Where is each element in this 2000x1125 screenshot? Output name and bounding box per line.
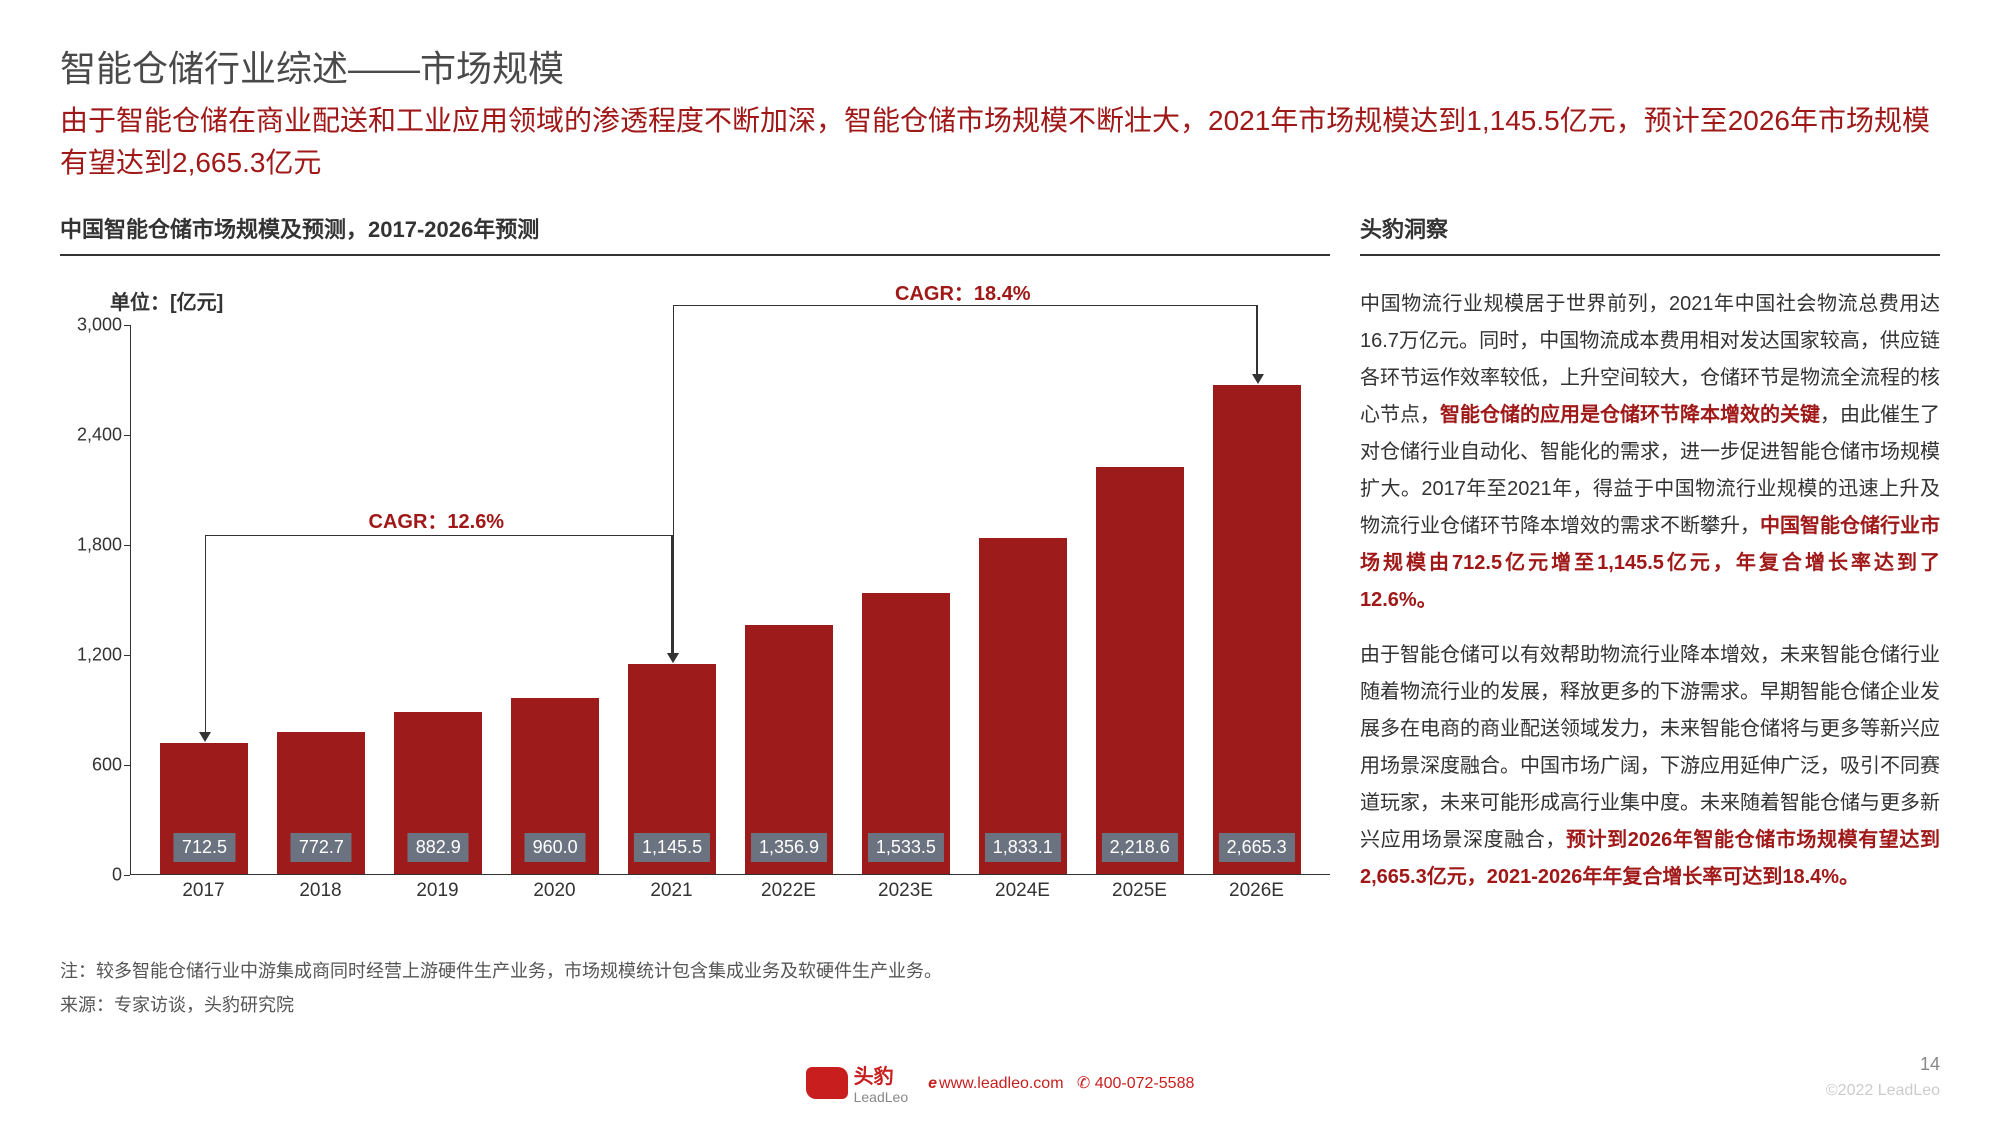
- footer-url: www.leadleo.com: [939, 1075, 1064, 1092]
- x-axis-label: 2024E: [964, 880, 1081, 902]
- page-subtitle: 由于智能仓储在商业配送和工业应用领域的渗透程度不断加深，智能仓储市场规模不断壮大…: [60, 100, 1940, 184]
- footer: 头豹 LeadLeo ewww.leadleo.com ✆ 400-072-55…: [0, 1060, 2000, 1105]
- bar: 882.9: [394, 712, 482, 874]
- bar: 1,833.1: [979, 538, 1067, 874]
- arrow-icon: [1252, 374, 1264, 384]
- bar-wrap: 2,665.3: [1198, 385, 1315, 874]
- y-tick-label: 1,800: [77, 535, 122, 556]
- phone-icon: ✆: [1077, 1075, 1090, 1092]
- bar: 960.0: [511, 698, 599, 874]
- arrow-icon: [199, 732, 211, 742]
- x-axis-label: 2022E: [730, 880, 847, 902]
- brand-cn: 头豹: [854, 1060, 909, 1089]
- bar-value-label: 1,145.5: [634, 833, 710, 862]
- bar-value-label: 1,533.5: [868, 833, 944, 862]
- bar-value-label: 2,665.3: [1219, 833, 1295, 862]
- y-tick-label: 1,200: [77, 645, 122, 666]
- page-title: 智能仓储行业综述——市场规模: [60, 40, 1940, 92]
- x-axis-label: 2019: [379, 880, 496, 902]
- bar-wrap: 1,356.9: [731, 625, 848, 874]
- bar-wrap: 1,533.5: [847, 593, 964, 874]
- leopard-icon: [806, 1067, 848, 1099]
- x-axis-label: 2017: [145, 880, 262, 902]
- cagr-bracket-2: [673, 305, 1258, 306]
- x-axis-label: 2026E: [1198, 880, 1315, 902]
- chart-title: 中国智能仓储市场规模及预测，2017-2026年预测: [60, 212, 1330, 256]
- bar-wrap: 2,218.6: [1081, 467, 1198, 874]
- arrow-icon: [667, 653, 679, 663]
- insight-title: 头豹洞察: [1360, 212, 1940, 256]
- chart-area: 06001,2001,8002,4003,000 712.5772.7882.9…: [70, 325, 1330, 945]
- bar: 2,665.3: [1213, 385, 1301, 874]
- bar: 772.7: [277, 732, 365, 874]
- cagr-label-1: CAGR：12.6%: [369, 505, 505, 534]
- copyright: ©2022 LeadLeo: [1826, 1082, 1940, 1100]
- x-axis-labels: 201720182019202020212022E2023E2024E2025E…: [130, 880, 1330, 902]
- bar-wrap: 882.9: [380, 712, 497, 874]
- bar-wrap: 772.7: [263, 732, 380, 874]
- bar: 712.5: [160, 743, 248, 874]
- cagr-bracket-1: [205, 535, 673, 536]
- bar-value-label: 960.0: [525, 833, 586, 862]
- insight-section: 头豹洞察 中国物流行业规模居于世界前列，2021年中国社会物流总费用达16.7万…: [1360, 212, 1940, 1017]
- x-axis-label: 2020: [496, 880, 613, 902]
- y-tick-label: 3,000: [77, 315, 122, 336]
- bar-value-label: 712.5: [174, 833, 235, 862]
- text: 由于智能仓储可以有效帮助物流行业降本增效，未来智能仓储行业随着物流行业的发展，释…: [1360, 644, 1940, 851]
- bar: 1,533.5: [862, 593, 950, 874]
- cagr-label-2: CAGR：18.4%: [895, 277, 1031, 306]
- bars-container: 712.5 772.7 882.9 960.0 1,145.5 1,356.9 1,533.…: [131, 325, 1330, 874]
- insight-p2: 由于智能仓储可以有效帮助物流行业降本增效，未来智能仓储行业随着物流行业的发展，释…: [1360, 637, 1940, 896]
- chart-section: 中国智能仓储市场规模及预测，2017-2026年预测 单位：[亿元] 0 600 1…: [60, 212, 1330, 1017]
- chart-unit: 单位：[亿元]: [110, 286, 1330, 315]
- globe-icon: e: [928, 1075, 937, 1092]
- bar-value-label: 2,218.6: [1102, 833, 1178, 862]
- bar-wrap: 1,833.1: [964, 538, 1081, 874]
- bar: 1,356.9: [745, 625, 833, 874]
- y-tick-label: 0: [112, 865, 122, 886]
- page-number: 14: [1920, 1054, 1940, 1075]
- bar-value-label: 772.7: [291, 833, 352, 862]
- bar-wrap: 960.0: [497, 698, 614, 874]
- footer-links: ewww.leadleo.com ✆ 400-072-5588: [928, 1073, 1194, 1093]
- plot-area: 712.5 772.7 882.9 960.0 1,145.5 1,356.9 1,533.…: [130, 325, 1330, 875]
- x-axis-label: 2025E: [1081, 880, 1198, 902]
- bar-wrap: 712.5: [146, 743, 263, 874]
- bar: 1,145.5: [628, 664, 716, 874]
- insight-body: 中国物流行业规模居于世界前列，2021年中国社会物流总费用达16.7万亿元。同时…: [1360, 286, 1940, 896]
- footer-phone: 400-072-5588: [1095, 1075, 1195, 1092]
- insight-p1: 中国物流行业规模居于世界前列，2021年中国社会物流总费用达16.7万亿元。同时…: [1360, 286, 1940, 619]
- y-tick-label: 2,400: [77, 425, 122, 446]
- y-tick-label: 600: [92, 755, 122, 776]
- bar-wrap: 1,145.5: [614, 664, 731, 874]
- x-axis-label: 2018: [262, 880, 379, 902]
- bar-value-label: 1,356.9: [751, 833, 827, 862]
- x-axis-label: 2021: [613, 880, 730, 902]
- brand-en: LeadLeo: [854, 1089, 909, 1105]
- y-axis: 06001,2001,8002,4003,000: [70, 325, 130, 875]
- chart-note: 注：较多智能仓储行业中游集成商同时经营上游硬件生产业务，市场规模统计包含集成业务…: [60, 957, 1330, 983]
- x-axis-label: 2023E: [847, 880, 964, 902]
- bar-value-label: 882.9: [408, 833, 469, 862]
- bar-value-label: 1,833.1: [985, 833, 1061, 862]
- content-row: 中国智能仓储市场规模及预测，2017-2026年预测 单位：[亿元] 0 600 1…: [60, 212, 1940, 1017]
- highlight-text: 智能仓储的应用是仓储环节降本增效的关键: [1440, 404, 1820, 426]
- chart-source: 来源：专家访谈，头豹研究院: [60, 991, 1330, 1017]
- brand-logo: 头豹 LeadLeo: [806, 1060, 909, 1105]
- bar: 2,218.6: [1096, 467, 1184, 874]
